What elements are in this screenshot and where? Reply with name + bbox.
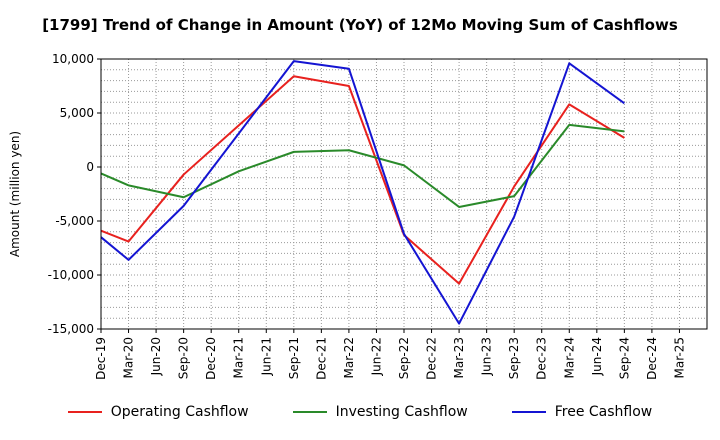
y-tick-label: 0 bbox=[86, 160, 94, 174]
legend-swatch bbox=[67, 411, 102, 413]
legend-swatch bbox=[292, 411, 327, 413]
x-tick-label: Mar-25 bbox=[672, 337, 686, 378]
series-layer bbox=[100, 60, 625, 325]
grid-layer bbox=[101, 59, 707, 329]
legend: Operating Cashflow Investing Cashflow Free… bbox=[0, 404, 720, 420]
x-tick-label: Sep-24 bbox=[617, 337, 631, 379]
y-tick-label: 10,000 bbox=[52, 52, 94, 66]
series-line-investing-cashflow bbox=[100, 123, 625, 208]
x-tick-label: Sep-22 bbox=[397, 337, 411, 379]
y-tick-label: -5,000 bbox=[55, 214, 94, 228]
y-tick-labels: 10,000 5,000 0 -5,000 -10,000 -15,000 bbox=[48, 52, 101, 336]
x-tick-label: Dec-22 bbox=[425, 337, 439, 380]
series-line-operating-cashflow bbox=[100, 75, 625, 285]
y-tick-label: -15,000 bbox=[48, 322, 94, 336]
x-tick-label: Dec-24 bbox=[645, 337, 659, 380]
x-tick-label: Jun-20 bbox=[149, 337, 163, 376]
legend-label: Free Cashflow bbox=[554, 404, 653, 420]
y-axis-label: Amount (million yen) bbox=[8, 131, 22, 257]
x-tick-label: Dec-20 bbox=[204, 337, 218, 380]
x-tick-label: Mar-20 bbox=[122, 337, 136, 378]
x-tick-label: Jun-21 bbox=[259, 337, 273, 376]
x-tick-label: Mar-23 bbox=[452, 337, 466, 378]
x-tick-label: Sep-23 bbox=[507, 337, 521, 379]
x-tick-label: Dec-21 bbox=[314, 337, 328, 380]
x-tick-label: Dec-23 bbox=[535, 337, 549, 380]
x-tick-label: Mar-22 bbox=[342, 337, 356, 378]
chart-title: [1799] Trend of Change in Amount (YoY) o… bbox=[42, 16, 678, 34]
legend-item: Free Cashflow bbox=[511, 404, 653, 420]
legend-label: Operating Cashflow bbox=[110, 404, 249, 420]
series-line-free-cashflow bbox=[100, 60, 625, 325]
legend-label: Investing Cashflow bbox=[335, 404, 468, 420]
x-tick-label: Jun-23 bbox=[480, 337, 494, 376]
legend-swatch bbox=[511, 411, 546, 413]
legend-item: Operating Cashflow bbox=[67, 404, 249, 420]
x-tick-label: Dec-19 bbox=[94, 337, 108, 380]
x-tick-label: Mar-24 bbox=[562, 337, 576, 378]
x-tick-label: Jun-24 bbox=[590, 337, 604, 376]
x-tick-label: Jun-22 bbox=[369, 337, 383, 376]
legend-item: Investing Cashflow bbox=[292, 404, 468, 420]
y-tick-label: -10,000 bbox=[48, 268, 94, 282]
x-tick-label: Sep-20 bbox=[177, 337, 191, 379]
x-tick-label: Mar-21 bbox=[232, 337, 246, 378]
x-tick-labels: Dec-19 Mar-20 Jun-20 Sep-20 Dec-20 Mar-21 Jun-… bbox=[94, 329, 686, 380]
y-tick-label: 5,000 bbox=[60, 106, 94, 120]
x-tick-label: Sep-21 bbox=[287, 337, 301, 379]
